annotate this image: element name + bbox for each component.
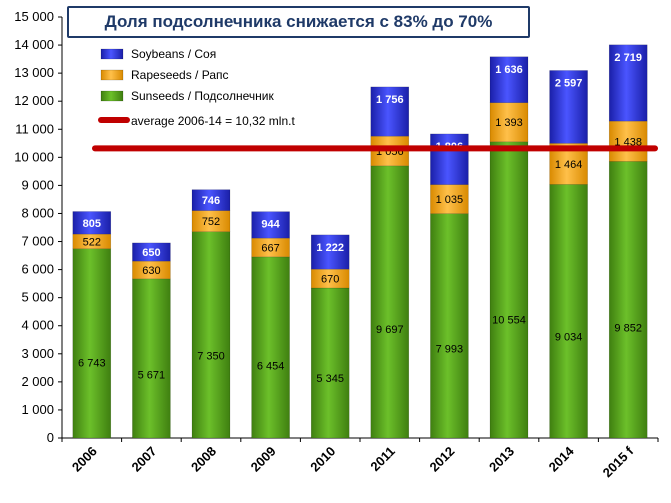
x-tick-label: 2006: [69, 444, 100, 475]
y-tick-label: 6 000: [21, 262, 54, 277]
bar-soybeans: [489, 56, 529, 103]
y-tick-label: 15 000: [14, 9, 54, 24]
data-label-sunseeds: 7 350: [197, 350, 225, 362]
legend-label-average: average 2006-14 = 10,32 mln.t: [131, 114, 295, 128]
chart-bars: [72, 44, 648, 439]
legend-swatch-sunseeds: [100, 90, 124, 102]
bar-sunseeds: [370, 165, 410, 439]
data-label-soybeans: 2 597: [555, 77, 583, 89]
x-tick-label: 2009: [248, 444, 279, 475]
bar-sunseeds: [72, 248, 112, 439]
data-label-rapeseeds: 1 393: [495, 117, 523, 129]
y-tick-label: 12 000: [14, 93, 54, 108]
x-tick-label: 2015 f: [600, 443, 637, 480]
data-label-rapeseeds: 630: [142, 265, 160, 277]
data-label-soybeans: 746: [202, 195, 220, 207]
x-tick-label: 2014: [546, 443, 578, 475]
bar-soybeans: [251, 211, 290, 239]
y-tick-label: 3 000: [21, 346, 54, 361]
data-label-soybeans: 1 756: [376, 94, 404, 106]
data-label-rapeseeds: 670: [321, 274, 339, 286]
chart-data-labels: 6 743 522 805 5 671 630 650 7 350 752 746 6 454 66…: [78, 52, 642, 385]
bar-rapeseeds: [430, 184, 469, 214]
x-tick-label: 2013: [486, 444, 517, 475]
x-tick-label: 2010: [307, 444, 338, 475]
y-tick-label: 14 000: [14, 37, 54, 52]
bar-soybeans: [549, 70, 588, 144]
bar-sunseeds: [251, 256, 290, 439]
bar-rapeseeds: [608, 120, 648, 162]
legend-swatch-rapeseeds: [100, 69, 124, 81]
data-label-sunseeds: 10 554: [492, 315, 526, 327]
x-tick-label: 2008: [188, 444, 219, 475]
data-label-sunseeds: 5 671: [138, 369, 166, 381]
y-tick-label: 2 000: [21, 374, 54, 389]
bar-soybeans: [370, 86, 410, 137]
data-label-sunseeds: 7 993: [436, 343, 464, 355]
legend-swatch-soybeans: [100, 48, 124, 60]
bar-sunseeds: [549, 184, 588, 439]
legend-label-sunseeds: Sunseeds / Подсолнечник: [131, 89, 274, 103]
bar-soybeans: [191, 189, 231, 211]
legend-label-rapeseeds: Rapeseeds / Рапс: [131, 68, 229, 82]
data-label-soybeans: 2 719: [614, 52, 642, 64]
x-tick-label: 2007: [128, 444, 159, 475]
data-label-sunseeds: 6 743: [78, 357, 106, 369]
data-label-soybeans: 1 222: [316, 242, 344, 254]
data-label-rapeseeds: 522: [83, 236, 101, 248]
legend-label-soybeans: Soybeans / Соя: [131, 47, 216, 61]
data-label-sunseeds: 9 852: [614, 322, 642, 334]
bar-sunseeds: [310, 287, 350, 439]
data-label-rapeseeds: 1 438: [614, 136, 642, 148]
data-label-rapeseeds: 667: [261, 242, 279, 254]
data-label-sunseeds: 9 034: [555, 332, 583, 344]
y-tick-label: 1 000: [21, 402, 54, 417]
x-tick-label: 2011: [367, 444, 398, 475]
data-label-sunseeds: 9 697: [376, 324, 404, 336]
data-label-soybeans: 944: [261, 219, 280, 231]
bar-sunseeds: [608, 161, 648, 439]
y-tick-label: 9 000: [21, 177, 54, 192]
data-label-rapeseeds: 752: [202, 216, 220, 228]
bar-sunseeds: [489, 141, 529, 439]
bar-soybeans: [430, 133, 469, 185]
chart-legend: Soybeans / Соя Rapeseeds / Рапс Sunseeds /…: [98, 47, 295, 128]
bar-sunseeds: [132, 278, 171, 439]
y-tick-label: 0: [47, 430, 54, 445]
data-label-soybeans: 650: [142, 247, 160, 259]
chart-title: Доля подсолнечника снижается с 83% до 70…: [67, 6, 530, 38]
y-tick-label: 4 000: [21, 318, 54, 333]
y-tick-label: 5 000: [21, 290, 54, 305]
y-tick-label: 8 000: [21, 205, 54, 220]
data-label-soybeans: 805: [83, 218, 101, 230]
bar-sunseeds: [430, 213, 469, 439]
data-label-rapeseeds: 1 464: [555, 159, 583, 171]
data-label-sunseeds: 5 345: [316, 373, 344, 385]
y-tick-label: 13 000: [14, 65, 54, 80]
bar-rapeseeds: [489, 102, 529, 143]
bar-soybeans: [310, 234, 350, 270]
data-label-rapeseeds: 1 035: [436, 194, 464, 206]
bar-soybeans: [608, 44, 648, 122]
data-label-soybeans: 1 636: [495, 64, 523, 76]
x-tick-label: 2012: [426, 444, 457, 475]
bar-soybeans: [72, 211, 112, 235]
y-tick-label: 7 000: [21, 234, 54, 249]
bar-sunseeds: [191, 231, 231, 439]
data-label-sunseeds: 6 454: [257, 361, 285, 373]
bar-soybeans: [132, 242, 171, 262]
y-tick-label: 10 000: [14, 149, 54, 164]
y-tick-label: 11 000: [15, 121, 54, 136]
